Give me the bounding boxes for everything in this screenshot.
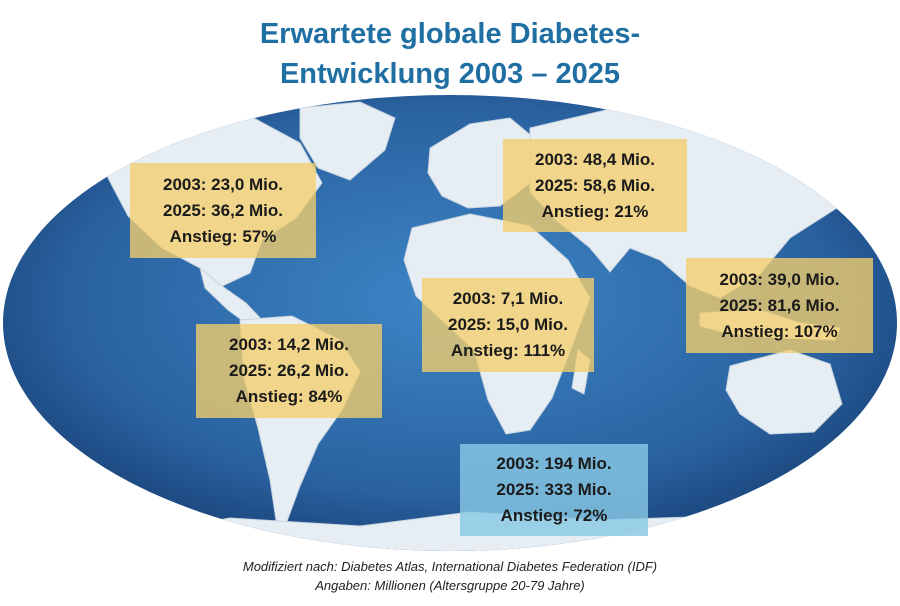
world-increase: Anstieg: 72% [501,503,608,529]
europe-2025: 2025: 58,6 Mio. [535,173,655,199]
africa-2003: 2003: 7,1 Mio. [453,286,564,312]
world-2003: 2003: 194 Mio. [496,451,611,477]
asia-2003: 2003: 39,0 Mio. [719,267,839,293]
africa-2025: 2025: 15,0 Mio. [448,312,568,338]
south-america-2025: 2025: 26,2 Mio. [229,358,349,384]
map-title: Erwartete globale Diabetes- Entwicklung … [0,14,900,94]
units-note: Angaben: Millionen (Altersgruppe 20-79 J… [0,577,900,595]
region-box-africa: 2003: 7,1 Mio. 2025: 15,0 Mio. Anstieg: … [422,278,594,372]
source-note: Modifiziert nach: Diabetes Atlas, Intern… [0,558,900,576]
africa-increase: Anstieg: 111% [451,338,565,364]
asia-increase: Anstieg: 107% [721,319,837,345]
europe-2003: 2003: 48,4 Mio. [535,147,655,173]
region-box-asia: 2003: 39,0 Mio. 2025: 81,6 Mio. Anstieg:… [686,258,873,353]
north-america-2025: 2025: 36,2 Mio. [163,198,283,224]
land-new-zealand [848,420,866,450]
region-box-europe: 2003: 48,4 Mio. 2025: 58,6 Mio. Anstieg:… [503,139,687,232]
region-box-world: 2003: 194 Mio. 2025: 333 Mio. Anstieg: 7… [460,444,648,536]
north-america-2003: 2003: 23,0 Mio. [163,172,283,198]
region-box-north-america: 2003: 23,0 Mio. 2025: 36,2 Mio. Anstieg:… [130,163,316,258]
asia-2025: 2025: 81,6 Mio. [719,293,839,319]
world-2025: 2025: 333 Mio. [496,477,611,503]
region-box-south-america: 2003: 14,2 Mio. 2025: 26,2 Mio. Anstieg:… [196,324,382,418]
north-america-increase: Anstieg: 57% [170,224,277,250]
south-america-2003: 2003: 14,2 Mio. [229,332,349,358]
title-line-1: Erwartete globale Diabetes- [0,14,900,54]
europe-increase: Anstieg: 21% [542,199,649,225]
south-america-increase: Anstieg: 84% [236,384,343,410]
